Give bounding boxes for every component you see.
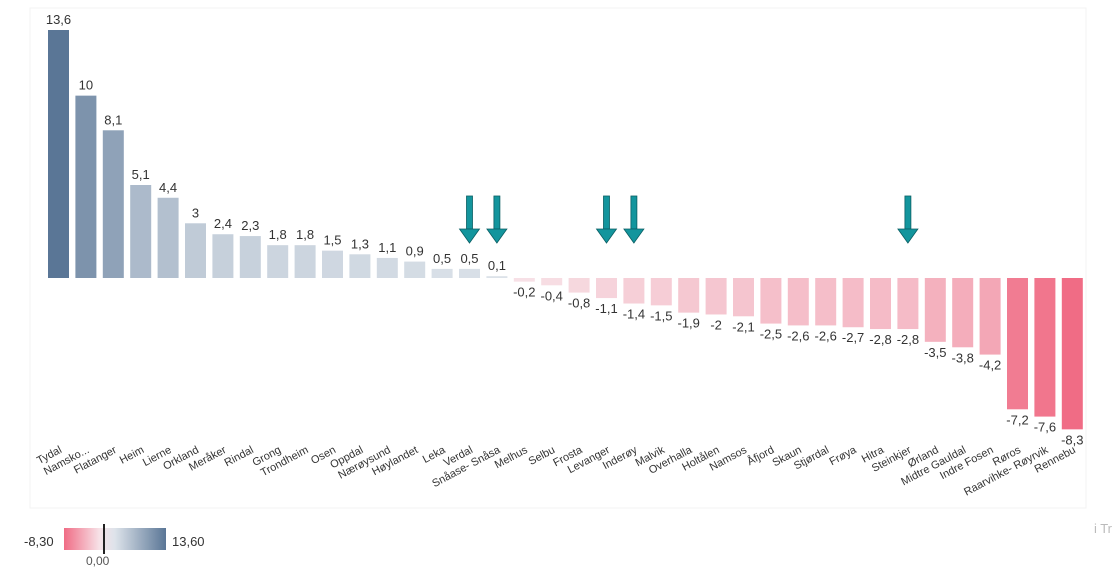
data-label: 5,1 — [132, 167, 150, 182]
legend-max-label: 13,60 — [172, 534, 205, 549]
arrow-head — [897, 228, 919, 244]
bar — [376, 257, 398, 278]
data-label: -1,4 — [623, 307, 645, 322]
bar — [431, 268, 453, 278]
highlight-arrow — [595, 195, 618, 244]
color-legend: -8,30 13,60 0,00 — [0, 520, 240, 568]
data-label: -1,1 — [595, 301, 617, 316]
data-label: 1,8 — [296, 227, 314, 242]
data-label: -1,5 — [650, 308, 672, 323]
bar — [267, 245, 289, 278]
bar — [568, 278, 590, 293]
bar — [924, 278, 946, 342]
bar — [1061, 278, 1083, 430]
bar — [48, 30, 69, 278]
bar-chart: 13,6Tydal10Namsko...8,1Flatanger5,1Heim4… — [29, 7, 1087, 509]
data-label: 1,8 — [269, 227, 287, 242]
data-label: 1,5 — [323, 233, 341, 248]
bar — [952, 278, 974, 348]
bar — [979, 278, 1001, 355]
bar — [157, 197, 179, 278]
data-label: 0,9 — [406, 244, 424, 259]
bar — [102, 130, 124, 278]
highlight-arrow — [623, 195, 645, 244]
bar — [130, 185, 152, 278]
data-label: 2,4 — [214, 216, 232, 231]
data-label: 8,1 — [104, 112, 122, 127]
bar — [842, 278, 864, 328]
data-label: 0,5 — [460, 251, 478, 266]
data-label: -2,7 — [842, 330, 864, 345]
data-label: -2,8 — [897, 332, 919, 347]
data-label: 13,6 — [46, 12, 71, 27]
data-label: 2,3 — [241, 218, 259, 233]
data-label: 4,4 — [159, 180, 177, 195]
bar — [212, 234, 234, 278]
bar — [404, 261, 426, 278]
bar — [541, 278, 563, 286]
bar — [678, 278, 700, 313]
arrow-head — [458, 228, 481, 244]
bar — [459, 268, 480, 278]
data-label: 1,3 — [351, 236, 369, 251]
bar — [760, 278, 782, 324]
data-label: -2,1 — [732, 319, 754, 334]
legend-min-label: -8,30 — [24, 534, 54, 549]
legend-zero-label: 0,00 — [86, 554, 110, 568]
bar — [294, 245, 316, 278]
bar — [733, 278, 754, 317]
arrow-shaft — [603, 195, 610, 230]
bar — [486, 276, 508, 278]
data-label: 3 — [192, 205, 199, 220]
data-label: 1,1 — [378, 240, 396, 255]
data-label: 0,1 — [488, 258, 506, 273]
bar — [623, 278, 645, 304]
data-label: -3,8 — [951, 350, 973, 365]
bar — [815, 278, 837, 326]
arrow-head — [595, 228, 618, 244]
cropped-edge-text: i Tr — [1093, 521, 1112, 536]
data-label: -2,6 — [814, 328, 836, 343]
arrow-shaft — [630, 195, 638, 230]
data-label: -0,8 — [568, 296, 590, 311]
bar — [349, 254, 371, 278]
arrow-head — [486, 228, 508, 244]
data-label: 0,5 — [433, 251, 451, 266]
arrow-shaft — [466, 195, 473, 230]
bar — [870, 278, 891, 330]
data-label: -0,4 — [540, 288, 562, 303]
bar — [897, 278, 919, 330]
bar — [239, 236, 261, 278]
highlight-arrow — [486, 195, 508, 244]
highlight-arrow — [458, 195, 481, 244]
data-label: -1,9 — [677, 316, 699, 331]
data-label: -3,5 — [924, 345, 946, 360]
data-label: -2,5 — [760, 327, 782, 342]
bar — [596, 278, 617, 299]
bar — [322, 250, 343, 278]
bar — [705, 278, 727, 315]
legend-zero-marker — [103, 524, 105, 554]
data-label: -0,2 — [513, 285, 535, 300]
data-label: 10 — [79, 78, 93, 93]
data-label: -4,2 — [979, 358, 1001, 373]
arrow-shaft — [493, 195, 501, 230]
bar — [1034, 278, 1056, 417]
arrow-head — [623, 228, 645, 244]
bar — [185, 223, 206, 278]
bar — [1007, 278, 1028, 410]
arrow-shaft — [904, 195, 912, 230]
bar — [787, 278, 809, 326]
data-label: -8,3 — [1061, 432, 1083, 447]
data-label: -7,6 — [1034, 420, 1056, 435]
bar — [75, 95, 97, 278]
bar — [513, 278, 535, 282]
legend-gradient-bar — [64, 528, 166, 550]
data-label: -2 — [710, 317, 722, 332]
data-label: -7,2 — [1006, 412, 1028, 427]
data-label: -2,8 — [869, 332, 891, 347]
highlight-arrow — [897, 195, 919, 244]
data-label: -2,6 — [787, 328, 809, 343]
bar — [650, 278, 672, 306]
